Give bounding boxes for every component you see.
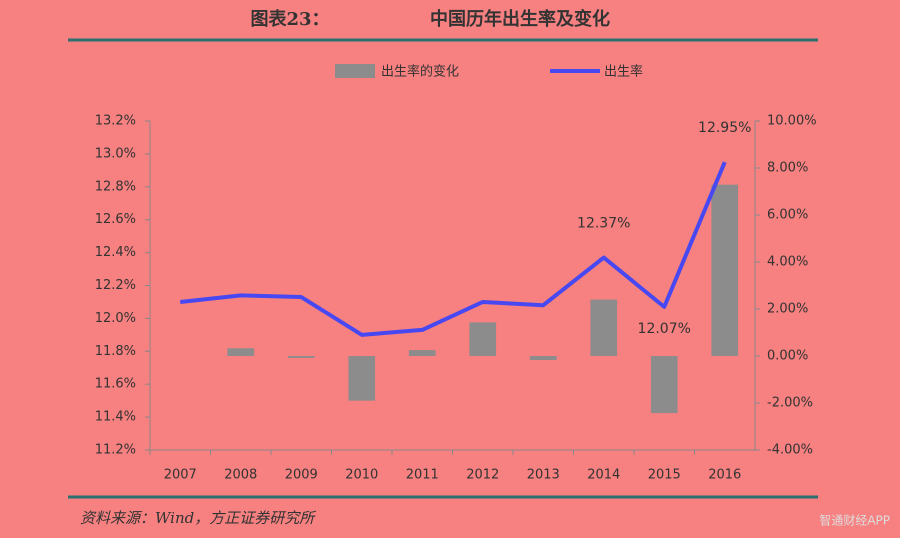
y2-tick-label: 8.00% xyxy=(767,161,808,176)
line xyxy=(180,161,727,337)
bar xyxy=(408,350,436,356)
bar xyxy=(711,184,739,356)
legend-label: 出生率 xyxy=(604,64,643,80)
y2-tick-label: 6.00% xyxy=(767,208,808,223)
y-tick-label: 11.2% xyxy=(95,443,136,458)
y2-tick-label: 2.00% xyxy=(767,302,808,317)
y-tick-label: 12.6% xyxy=(95,212,136,227)
source: 资料来源：Wind，方正证券研究所 xyxy=(80,509,316,527)
x-tick-label: 2014 xyxy=(587,468,620,483)
bar xyxy=(590,299,618,356)
bar xyxy=(348,356,376,401)
y2-tick-label: 4.00% xyxy=(767,255,808,270)
figure-label: 图表23： xyxy=(250,8,329,30)
x-tick-label: 2011 xyxy=(406,468,439,483)
data-label: 12.37% xyxy=(577,216,630,232)
data-label: 12.95% xyxy=(698,120,751,136)
y-tick-label: 12.8% xyxy=(95,179,136,194)
x-tick-label: 2016 xyxy=(708,468,741,483)
bar xyxy=(469,322,497,356)
y2-tick-label: -2.00% xyxy=(767,396,813,411)
x-tick-label: 2013 xyxy=(527,468,560,483)
y-tick-label: 11.6% xyxy=(95,377,136,392)
y-tick-label: 11.4% xyxy=(95,410,136,425)
bar xyxy=(650,356,678,414)
bar xyxy=(287,356,315,358)
y2-tick-label: 10.00% xyxy=(767,114,817,129)
y-tick-label: 11.8% xyxy=(95,344,136,359)
legend-swatch xyxy=(335,64,375,78)
y-tick-label: 12.0% xyxy=(95,311,136,326)
y2-tick-label: 0.00% xyxy=(767,349,808,364)
x-tick-label: 2007 xyxy=(164,468,197,483)
legend-label: 出生率的变化 xyxy=(381,64,459,80)
x-tick-label: 2015 xyxy=(648,468,681,483)
x-tick-label: 2009 xyxy=(285,468,318,483)
watermark: 智通财经APP xyxy=(819,513,890,528)
bar xyxy=(529,356,557,360)
x-tick-label: 2010 xyxy=(345,468,378,483)
x-tick-label: 2008 xyxy=(224,468,257,483)
bar xyxy=(227,348,255,356)
y-tick-label: 12.4% xyxy=(95,245,136,260)
x-tick-label: 2012 xyxy=(466,468,499,483)
y2-tick-label: -4.00% xyxy=(767,443,813,458)
chart-title: 中国历年出生率及变化 xyxy=(430,8,610,30)
y-tick-label: 12.2% xyxy=(95,278,136,293)
y-tick-label: 13.0% xyxy=(95,146,136,161)
data-label: 12.07% xyxy=(638,321,691,337)
y-tick-label: 13.2% xyxy=(95,114,136,129)
